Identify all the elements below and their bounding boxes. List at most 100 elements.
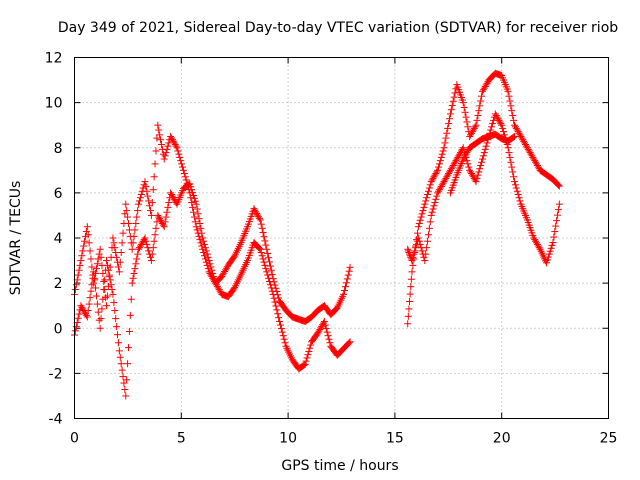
data-point [421, 200, 429, 208]
data-point [435, 163, 443, 171]
data-point [212, 281, 220, 289]
data-point [515, 194, 523, 202]
data-point [324, 332, 332, 340]
data-point [469, 173, 477, 181]
data-point [135, 200, 143, 208]
data-point [179, 163, 187, 171]
data-point [462, 150, 470, 158]
data-point [478, 92, 486, 100]
data-point [119, 373, 127, 381]
data-point [404, 245, 412, 253]
data-point [407, 275, 415, 283]
data-point [108, 286, 116, 294]
data-point [407, 283, 415, 291]
data-point [510, 133, 518, 141]
data-point [194, 210, 202, 218]
data-point [256, 245, 264, 253]
y-tick-label: 6 [54, 186, 63, 202]
data-point [459, 144, 467, 152]
data-point [467, 131, 475, 139]
data-point [189, 203, 197, 211]
data-point [273, 306, 281, 314]
data-point [477, 97, 485, 105]
data-point [472, 121, 480, 129]
data-point [106, 276, 114, 284]
data-point [175, 150, 183, 158]
data-point [460, 153, 468, 161]
data-point [144, 192, 152, 200]
y-tick-label: -4 [49, 412, 63, 428]
data-point [321, 321, 329, 329]
data-point [431, 199, 439, 207]
data-point [88, 281, 96, 289]
data-point [266, 262, 274, 270]
data-point [513, 187, 521, 195]
data-point [186, 180, 194, 188]
data-point [151, 160, 159, 168]
data-point [496, 118, 504, 126]
data-point [222, 266, 230, 274]
data-point [156, 131, 164, 139]
data-point [192, 223, 200, 231]
data-point [132, 219, 140, 227]
data-point [81, 237, 89, 245]
data-point [554, 206, 562, 214]
data-point [99, 295, 107, 303]
data-point [255, 244, 263, 252]
data-point [472, 178, 480, 186]
data-point [92, 269, 100, 277]
data-point [439, 147, 447, 155]
data-point [475, 107, 483, 115]
data-point [428, 176, 436, 184]
series-track-E [446, 130, 519, 197]
x-tick-label: 10 [279, 431, 297, 447]
data-point [480, 84, 488, 92]
data-point [98, 305, 106, 313]
data-point [202, 247, 210, 255]
data-point [552, 222, 560, 230]
data-point [87, 255, 95, 263]
data-point [511, 178, 519, 186]
data-point [167, 132, 175, 140]
data-point [409, 261, 417, 269]
data-point [103, 292, 111, 300]
data-point [418, 210, 426, 218]
data-point [264, 271, 272, 279]
data-point [93, 300, 101, 308]
data-point [257, 249, 265, 257]
data-point [545, 250, 553, 258]
data-point [196, 219, 204, 227]
data-point [103, 302, 111, 310]
data-point [430, 173, 438, 181]
data-point [278, 328, 286, 336]
data-point [532, 237, 540, 245]
data-point [476, 102, 484, 110]
data-point [178, 160, 186, 168]
data-point [149, 186, 157, 194]
data-point [126, 311, 134, 319]
data-point [344, 271, 352, 279]
data-point [511, 132, 519, 140]
data-point [181, 173, 189, 181]
data-point [92, 292, 100, 300]
data-point [532, 158, 540, 166]
data-point [275, 314, 283, 322]
data-point [341, 287, 349, 295]
data-point [80, 242, 88, 250]
x-tick-label: 15 [386, 431, 404, 447]
data-point [193, 226, 201, 234]
data-point [142, 182, 150, 190]
data-point [549, 239, 557, 247]
data-point [161, 218, 169, 226]
data-point [162, 149, 170, 157]
data-point [130, 232, 138, 240]
data-point [255, 214, 263, 222]
data-point [462, 113, 470, 121]
data-point [345, 267, 353, 275]
data-point [146, 253, 154, 261]
data-point [546, 247, 554, 255]
chart-title: Day 349 of 2021, Sidereal Day-to-day VTE… [58, 20, 618, 36]
data-point [263, 245, 271, 253]
data-point [463, 149, 471, 157]
